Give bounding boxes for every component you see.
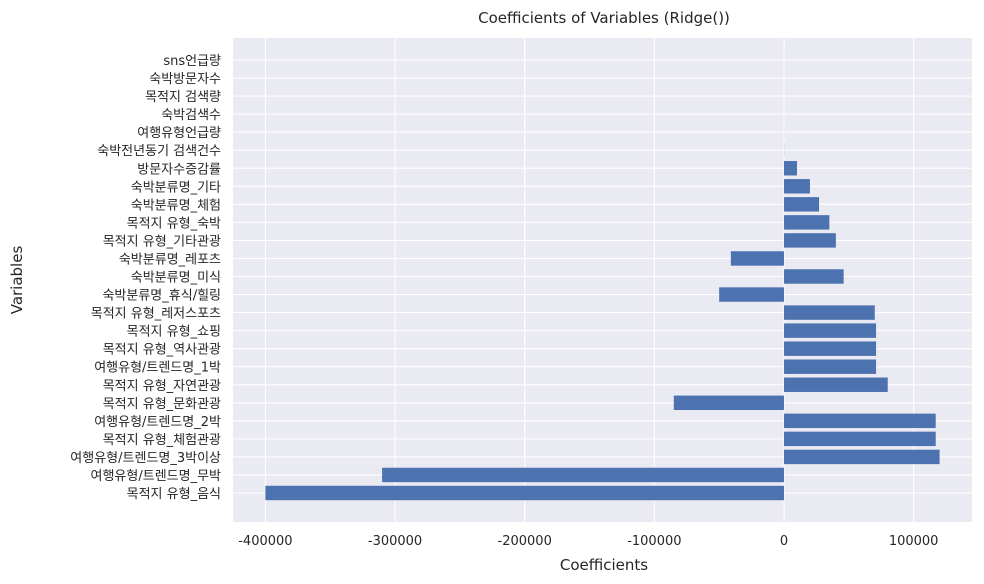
y-tick-label: sns언급량 xyxy=(163,54,221,69)
chart-title: Coefficients of Variables (Ridge()) xyxy=(478,9,730,27)
bars xyxy=(265,52,940,501)
bar xyxy=(784,323,877,338)
bar xyxy=(382,467,785,483)
bar xyxy=(784,431,936,447)
y-tick-label: 목적지 검색량 xyxy=(145,90,221,105)
y-tick-label: 숙박분류명_레포츠 xyxy=(119,252,221,267)
y-tick-label: 목적지 유형_문화관광 xyxy=(103,397,221,412)
y-tick-label: 여행유형/트렌드명_2박 xyxy=(94,414,221,430)
plot-background xyxy=(233,38,972,522)
y-tick-label: 숙박방문자수 xyxy=(149,72,221,87)
bar xyxy=(265,485,785,501)
y-tick-label: 목적지 유형_쇼핑 xyxy=(127,325,221,340)
x-tick-label: -100000 xyxy=(627,534,681,549)
y-axis-title: Variables xyxy=(8,246,26,315)
bar xyxy=(784,359,877,374)
y-tick-label: 숙박분류명_체험 xyxy=(131,198,221,213)
y-tick-label: 목적지 유형_레저스포츠 xyxy=(91,307,221,322)
bar xyxy=(784,269,844,284)
bar xyxy=(784,341,877,356)
y-tick-label: 목적지 유형_기타관광 xyxy=(103,234,221,249)
bar xyxy=(784,233,836,248)
y-tick-label: 목적지 유형_체험관광 xyxy=(103,433,221,448)
bar xyxy=(673,395,785,411)
x-tick-labels: -400000 -300000 -200000 -100000 0 100000 xyxy=(238,534,938,549)
x-tick-label: 0 xyxy=(780,534,788,549)
y-tick-label: 목적지 유형_역사관광 xyxy=(103,343,221,358)
y-tick-label: 목적지 유형_음식 xyxy=(127,487,221,502)
y-tick-label: 여행유형/트렌드명_3박이상 xyxy=(70,450,221,466)
x-tick-label: -200000 xyxy=(498,534,552,549)
bar xyxy=(784,449,940,465)
y-tick-label: 여행유형/트렌드명_1박 xyxy=(94,360,221,376)
bar xyxy=(719,287,785,302)
y-tick-label: 숙박검색수 xyxy=(161,108,221,123)
bar xyxy=(784,377,888,392)
x-tick-label: -300000 xyxy=(368,534,422,549)
bar xyxy=(784,215,830,230)
bar xyxy=(730,251,785,266)
bar xyxy=(784,161,797,176)
x-tick-label: 100000 xyxy=(889,534,939,549)
bar xyxy=(784,179,810,194)
y-tick-label: 방문자수증감률 xyxy=(137,162,221,177)
y-tick-label: 여행유형/트렌드명_무박 xyxy=(91,468,222,484)
y-tick-label: 숙박전년동기 검색건수 xyxy=(97,144,221,159)
y-tick-label: 목적지 유형_숙박 xyxy=(127,216,221,231)
y-tick-label: 여행유형언급량 xyxy=(137,125,221,141)
bar xyxy=(784,197,820,212)
y-tick-labels: 목적지 유형_음식 여행유형/트렌드명_무박 여행유형/트렌드명_3박이상 목적지 유… xyxy=(70,54,221,502)
x-axis-title: Coefficients xyxy=(560,556,648,574)
y-tick-label: 숙박분류명_미식 xyxy=(131,271,221,286)
y-tick-label: 숙박분류명_휴식/힐링 xyxy=(102,289,221,304)
bar xyxy=(784,305,875,320)
bar xyxy=(784,413,936,429)
y-tick-label: 목적지 유형_자연관광 xyxy=(103,379,221,394)
x-tick-label: -400000 xyxy=(238,534,292,549)
y-tick-label: 숙박분류명_기타 xyxy=(131,180,221,195)
